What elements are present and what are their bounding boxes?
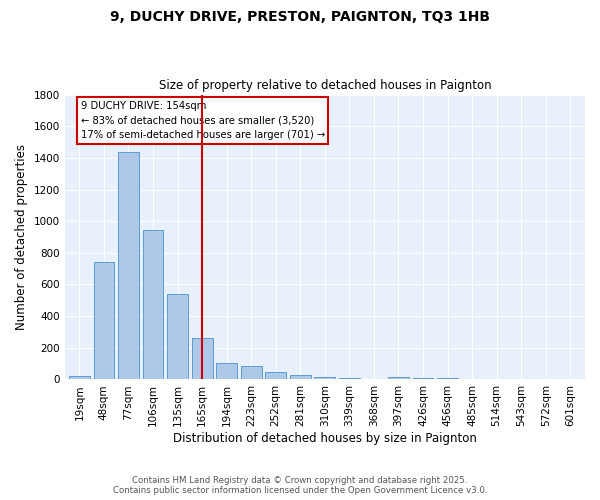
Bar — [437, 378, 458, 380]
Bar — [118, 152, 139, 380]
Bar — [388, 377, 409, 380]
Bar — [314, 377, 335, 380]
Bar — [364, 378, 385, 380]
Title: Size of property relative to detached houses in Paignton: Size of property relative to detached ho… — [158, 79, 491, 92]
Text: 9, DUCHY DRIVE, PRESTON, PAIGNTON, TQ3 1HB: 9, DUCHY DRIVE, PRESTON, PAIGNTON, TQ3 1… — [110, 10, 490, 24]
Text: Contains HM Land Registry data © Crown copyright and database right 2025.
Contai: Contains HM Land Registry data © Crown c… — [113, 476, 487, 495]
Text: 9 DUCHY DRIVE: 154sqm
← 83% of detached houses are smaller (3,520)
17% of semi-d: 9 DUCHY DRIVE: 154sqm ← 83% of detached … — [80, 101, 325, 140]
Bar — [265, 372, 286, 380]
Bar — [216, 363, 237, 380]
Bar — [94, 262, 115, 380]
Bar — [143, 230, 163, 380]
Bar — [290, 375, 311, 380]
Bar — [339, 378, 360, 380]
Bar — [191, 338, 212, 380]
Bar — [69, 376, 90, 380]
Bar — [241, 366, 262, 380]
Bar — [167, 294, 188, 380]
Bar — [413, 378, 433, 380]
Y-axis label: Number of detached properties: Number of detached properties — [15, 144, 28, 330]
Bar — [461, 378, 482, 380]
X-axis label: Distribution of detached houses by size in Paignton: Distribution of detached houses by size … — [173, 432, 477, 445]
Bar — [511, 379, 532, 380]
